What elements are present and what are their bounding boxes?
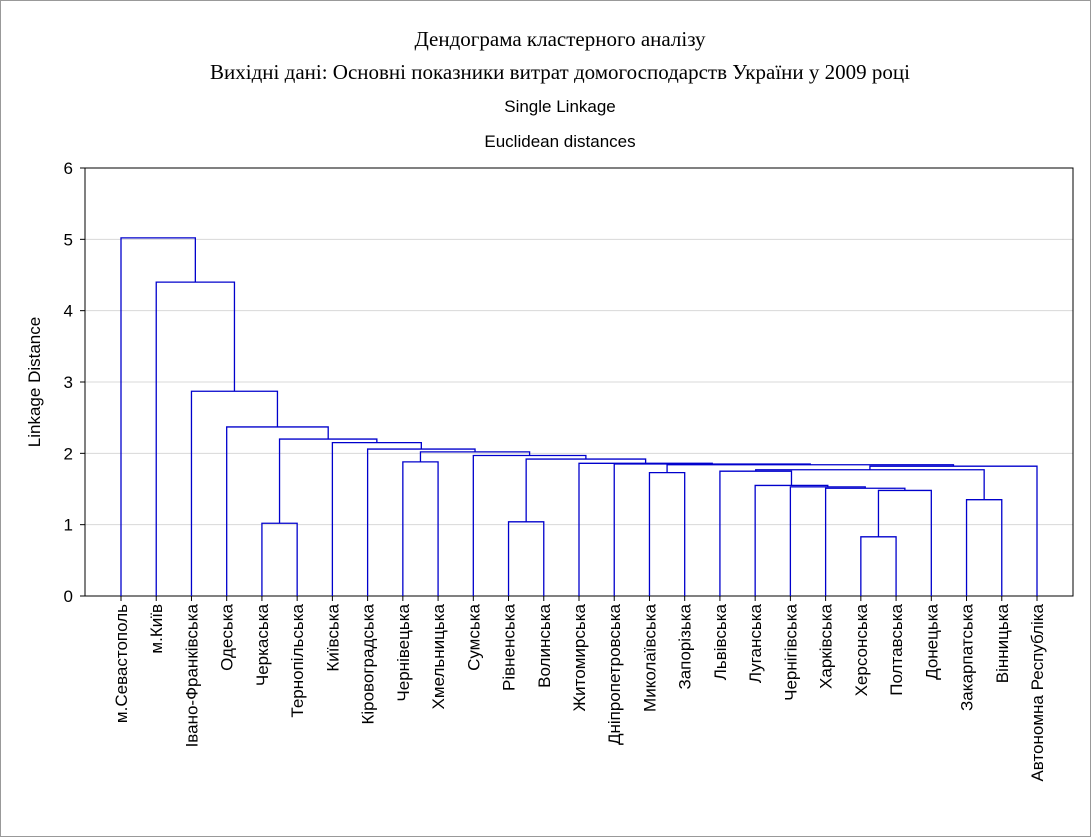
leaf-label: Чернігівська — [781, 603, 800, 700]
leaf-label: Кіровоградська — [359, 603, 378, 724]
leaf-label: Сумська — [464, 603, 483, 670]
leaf-label: Харківська — [817, 603, 836, 688]
leaf-label: Тернопільська — [288, 603, 307, 717]
leaf-label: Черкаська — [253, 603, 272, 686]
y-tick-label: 1 — [64, 516, 73, 535]
leaf-label: Чернівецька — [394, 603, 413, 701]
leaf-label: Одеська — [218, 603, 237, 670]
leaf-label: Запорізька — [676, 603, 695, 689]
leaf-label: Луганська — [746, 603, 765, 683]
dendrogram-link — [278, 438, 378, 524]
leaf-label: Миколаївська — [640, 603, 659, 711]
leaf-label: Вінницька — [993, 603, 1012, 683]
dendrogram-link — [120, 237, 196, 596]
y-tick-label: 4 — [64, 302, 73, 321]
leaf-label: Львівська — [711, 603, 730, 680]
y-tick-label: 0 — [64, 587, 73, 606]
distance-label: Euclidean distances — [484, 132, 635, 151]
y-axis-label: Linkage Distance — [25, 317, 44, 447]
leaf-label: Івано-Франківська — [182, 603, 201, 747]
dendrogram-link — [877, 489, 932, 596]
method-label: Single Linkage — [504, 97, 616, 116]
leaf-label: Рівненська — [500, 603, 519, 691]
leaf-label: м.Київ — [147, 604, 166, 654]
dendrogram-link — [666, 464, 955, 473]
dendrogram-link — [824, 487, 906, 596]
y-tick-label: 5 — [64, 230, 73, 249]
leaf-label: м.Севастополь — [112, 604, 131, 723]
y-tick-label: 3 — [64, 373, 73, 392]
leaf-label: Донецька — [922, 603, 941, 679]
dendrogram-link — [419, 451, 531, 462]
leaf-label: Житомирська — [570, 603, 589, 711]
chart-title: Дендограма кластерного аналізу — [414, 27, 706, 51]
y-tick-label: 2 — [64, 444, 73, 463]
leaf-label: Херсонська — [852, 603, 871, 696]
leaf-label: Автономна Республіка — [1028, 603, 1047, 781]
dendrogram-link — [719, 470, 793, 596]
leaf-label: Полтавська — [887, 603, 906, 695]
leaf-label: Київська — [323, 603, 342, 671]
chart-subtitle: Вихідні дані: Основні показники витрат д… — [210, 60, 910, 84]
leaf-label: Хмельницька — [429, 603, 448, 709]
y-tick-label: 6 — [64, 159, 73, 178]
leaf-label: Дніпропетровська — [605, 603, 624, 745]
leaf-label: Закарпатська — [958, 603, 977, 710]
leaf-label: Волинська — [535, 603, 554, 687]
